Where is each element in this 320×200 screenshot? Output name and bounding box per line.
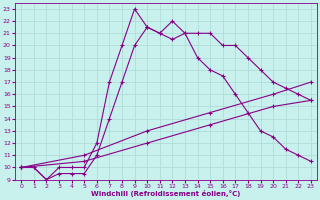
X-axis label: Windchill (Refroidissement éolien,°C): Windchill (Refroidissement éolien,°C) [92,190,241,197]
